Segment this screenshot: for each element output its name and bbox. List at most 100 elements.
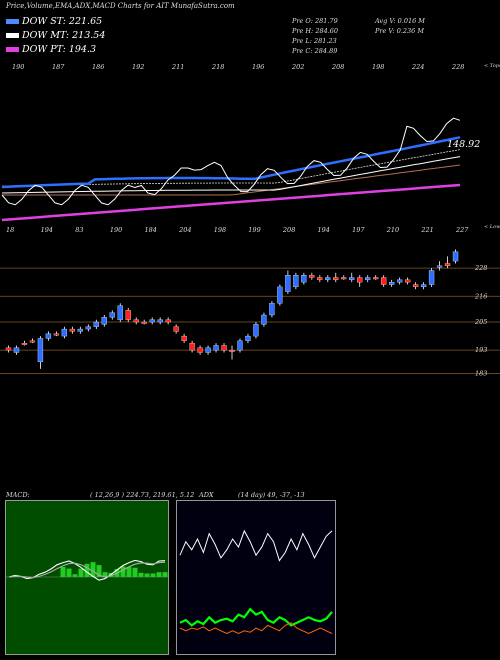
candle-body: [261, 314, 267, 325]
candle-body: [317, 277, 323, 280]
bottom-label: 199: [248, 226, 260, 234]
legend-label-mt: DOW MT: 213.54: [22, 30, 106, 41]
candle-body: [189, 342, 195, 351]
stat-pre-volume: Pre V: 0.236 M: [375, 27, 425, 35]
chart-title: Price,Volume,EMA,ADX,MACD Charts for AIT…: [6, 2, 235, 10]
macd-histogram-bar: [144, 573, 150, 577]
macd-label: MACD:: [6, 491, 30, 499]
macd-values: ( 12,26,9 ) 224.73, 219.61, 5.12: [90, 491, 195, 499]
macd-histogram-bar: [78, 568, 84, 577]
legend-dow-mt: DOW MT: 213.54: [6, 30, 105, 41]
candle-body: [117, 305, 123, 320]
y-tick-label: 228: [474, 264, 487, 272]
y-tick-label: 216: [474, 292, 487, 300]
y-tick-label: 183: [475, 370, 487, 378]
macd-chart: [5, 500, 169, 655]
top-label: 190: [12, 63, 24, 71]
candle-body: [21, 342, 28, 345]
macd-histogram-bar: [102, 572, 108, 577]
candle-body: [221, 345, 227, 351]
candle-body: [333, 277, 339, 280]
candle-body: [396, 279, 403, 283]
candle-body: [205, 347, 211, 353]
candle-body: [253, 324, 259, 337]
top-label: 196: [252, 63, 264, 71]
top-label: 202: [291, 63, 304, 71]
macd-histogram-bar: [60, 567, 66, 577]
price-label: 148.92: [447, 139, 480, 150]
macd-series-line: [8, 561, 166, 579]
candle-body: [381, 277, 387, 285]
candle-body: [229, 350, 235, 352]
candle-body: [197, 347, 203, 353]
bottom-label: 190: [110, 226, 122, 234]
candle-body: [325, 277, 331, 280]
candle-body: [277, 286, 283, 304]
candle-body: [125, 310, 131, 320]
legend-dow-st: DOW ST: 221.65: [6, 16, 102, 27]
candle-body: [389, 282, 395, 285]
candle-body: [420, 284, 427, 288]
adx-series-line: [179, 622, 333, 635]
legend-swatch-mt: [6, 33, 19, 38]
bottom-label: 204: [178, 226, 191, 234]
macd-histogram-bar: [150, 573, 156, 577]
candle-body: [157, 319, 163, 323]
macd-histogram-bar: [132, 567, 138, 577]
top-label: 198: [372, 63, 384, 71]
candle-body: [53, 333, 60, 336]
bottom-label: 227: [455, 226, 469, 234]
price-ema-chart: 190 187 186 192 211 218 196 202 208 198 224 228 < To…: [1, 63, 500, 234]
macd-histogram-bar: [138, 572, 144, 577]
adx-chart: [176, 500, 336, 655]
candle-body: [29, 340, 36, 343]
top-label: 228: [451, 63, 464, 71]
legend-swatch-st: [6, 19, 19, 24]
candle-body: [101, 317, 107, 325]
candle-body: [133, 319, 139, 323]
stat-pre-close: Pre C: 284.89: [292, 47, 338, 55]
candle-body: [13, 347, 20, 353]
candle-body: [45, 333, 52, 339]
macd-histogram-bar: [96, 565, 102, 577]
candle-body: [109, 312, 115, 318]
candle-body: [69, 328, 76, 332]
bottom-label: 208: [282, 226, 295, 234]
adx-label: ADX: [199, 491, 214, 499]
candle-body: [404, 279, 411, 283]
macd-histogram-bar: [72, 574, 78, 577]
macd-panel-bg: [5, 500, 169, 655]
legend-swatch-pt: [6, 47, 19, 52]
price-line: [1, 117, 461, 206]
candle-body: [373, 277, 379, 280]
candle-body: [309, 275, 315, 278]
candle-body: [181, 335, 187, 341]
candle-body: [141, 321, 147, 324]
stat-pre-low: Pre L: 281.23: [292, 37, 337, 45]
bottom-label: 198: [214, 226, 226, 234]
legend-label-st: DOW ST: 221.65: [22, 16, 103, 27]
top-label: 224: [411, 63, 424, 71]
candle-body: [165, 319, 171, 323]
bottom-label: 18: [6, 226, 14, 234]
legend-dow-pt: DOW PT: 194.3: [6, 44, 96, 55]
bottom-label: 194: [318, 226, 330, 234]
candle-body: [93, 321, 99, 327]
macd-series-line: [8, 559, 166, 581]
legend-label-pt: DOW PT: 194.3: [22, 44, 96, 55]
candle-body: [341, 277, 347, 280]
candle-body: [428, 270, 435, 285]
macd-histogram-bar: [120, 566, 126, 577]
top-label: 187: [52, 63, 65, 71]
candle-body: [365, 277, 371, 280]
tops-label: < Tops: [484, 63, 500, 69]
candle-body: [452, 251, 459, 262]
macd-histogram-bar: [162, 572, 168, 577]
top-label: 208: [331, 63, 344, 71]
adx-values: (14 day) 49, -37, -13: [238, 491, 305, 499]
stat-avg-volume: Avg V: 0.016 M: [375, 17, 425, 25]
ema-slow-line: [2, 164, 461, 196]
stat-pre-open: Pre O: 281.79: [292, 17, 338, 25]
top-label: 211: [171, 63, 184, 71]
